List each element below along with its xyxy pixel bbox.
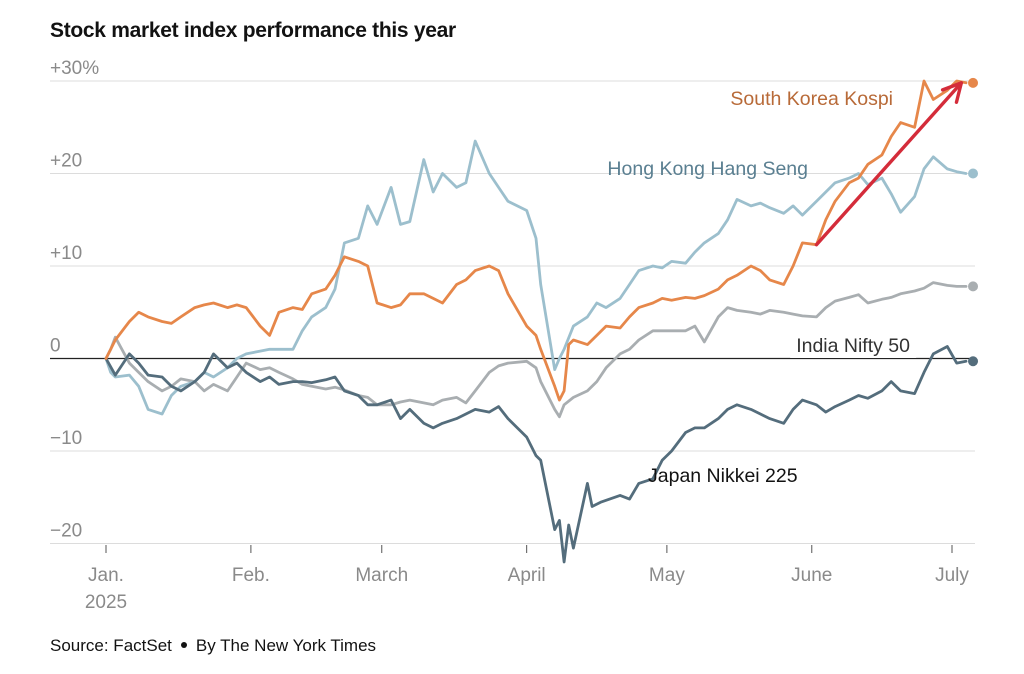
chart-title: Stock market index performance this year bbox=[50, 19, 456, 42]
source-line: Source: FactSet By The New York Times bbox=[50, 636, 376, 656]
series-end-dot-south-korea-kospi bbox=[968, 77, 979, 88]
byline-text: By The New York Times bbox=[195, 636, 377, 655]
annotations bbox=[814, 81, 964, 247]
y-tick-label: −10 bbox=[50, 428, 82, 449]
series-label-south-korea-kospi: South Korea Kospi bbox=[730, 88, 893, 110]
series-line-hong-kong-hang-seng bbox=[104, 139, 968, 416]
series-line-japan-nikkei-225 bbox=[104, 345, 968, 564]
series-end-dot-india-nifty-50 bbox=[968, 281, 979, 292]
series-labels: India Nifty 50 Hong Kong Hang Seng Japan N… bbox=[607, 88, 917, 487]
x-tick-label: Jan. bbox=[88, 565, 124, 586]
x-tick-label: May bbox=[649, 565, 685, 586]
series-label-hong-kong-hang-seng: Hong Kong Hang Seng bbox=[607, 158, 808, 180]
y-tick-label: 0 bbox=[50, 336, 61, 357]
y-tick-label: +30% bbox=[50, 58, 99, 79]
series-end-dot-hong-kong-hang-seng bbox=[968, 168, 979, 179]
y-tick-label: +20 bbox=[50, 151, 82, 172]
source-text: Source: FactSet bbox=[50, 636, 172, 655]
series-label-india-nifty-50: India Nifty 50 bbox=[796, 335, 910, 357]
grid-lines bbox=[50, 80, 975, 544]
series-label-japan-nikkei-225: Japan Nikkei 225 bbox=[648, 465, 798, 487]
x-tick-label: July bbox=[935, 565, 969, 586]
highlight-arrow-shaft bbox=[814, 81, 964, 247]
series-line-south-korea-kospi bbox=[104, 79, 968, 402]
x-axis-ticks: Jan. 2025 Feb. March April May June July bbox=[85, 545, 969, 613]
y-tick-label: +10 bbox=[50, 243, 82, 264]
y-axis-ticks: +30% +20 +10 0 −10 −20 bbox=[50, 58, 99, 542]
series-label-background bbox=[790, 334, 917, 358]
separator-dot bbox=[180, 642, 187, 649]
series-lines bbox=[104, 77, 979, 564]
highlight-arrow-head bbox=[940, 81, 964, 104]
series-end-dot-japan-nikkei-225 bbox=[968, 356, 979, 367]
y-tick-label: −20 bbox=[50, 521, 82, 542]
x-tick-label: June bbox=[791, 565, 832, 586]
x-tick-label: April bbox=[508, 565, 546, 586]
x-tick-label: Feb. bbox=[232, 565, 270, 586]
series-line-india-nifty-50 bbox=[104, 281, 968, 419]
x-tick-sublabel: 2025 bbox=[85, 592, 127, 613]
x-tick-label: March bbox=[355, 565, 408, 586]
